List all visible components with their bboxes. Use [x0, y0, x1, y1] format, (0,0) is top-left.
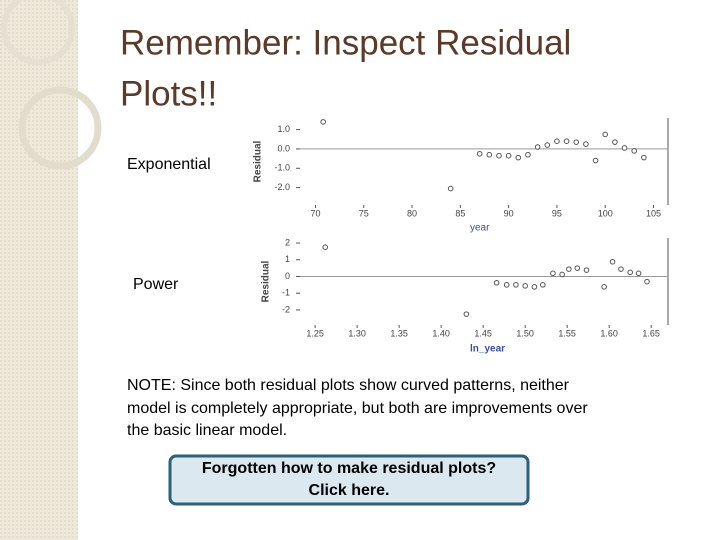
- y-axis-label: Residual: [253, 140, 264, 182]
- point: [463, 311, 470, 317]
- point: [447, 185, 454, 192]
- point: [503, 282, 510, 288]
- title: Plots!!: [120, 74, 217, 113]
- point: [320, 119, 326, 125]
- point: [522, 283, 528, 289]
- x-tick-label: 1.55: [558, 328, 576, 338]
- decor-circle: [1, 0, 75, 65]
- y-tick-label: 1: [285, 254, 290, 264]
- x-tick-label: 75: [359, 208, 369, 218]
- x-tick-label: 90: [504, 208, 514, 218]
- x-tick-label: 1.25: [306, 328, 324, 338]
- point: [635, 270, 642, 277]
- point: [563, 138, 570, 144]
- point: [612, 139, 618, 145]
- point: [583, 141, 589, 147]
- y-tick-label: 0: [285, 271, 290, 281]
- point: [534, 144, 541, 150]
- y-tick-label: -1.0: [274, 163, 290, 173]
- x-tick-label: 85: [455, 208, 465, 218]
- x-tick-label: 1.65: [642, 328, 660, 338]
- point: [486, 151, 493, 158]
- point: [476, 150, 483, 157]
- x-axis-label: year: [470, 223, 490, 234]
- decor-circle: [18, 86, 102, 170]
- note: model is completely appropriate, but bot…: [127, 400, 588, 417]
- note: NOTE: Since both residual plots show cur…: [127, 377, 570, 394]
- button[interactable]: Forgotten how to make residual plots? Cl…: [168, 454, 530, 506]
- button-text[interactable]: Click here.: [309, 482, 390, 499]
- side-strip: [0, 0, 78, 540]
- x-tick-label: 1.30: [348, 328, 366, 338]
- x-tick-label: 1.45: [474, 328, 492, 338]
- x-tick-label: 1.50: [516, 328, 534, 338]
- point: [550, 270, 556, 277]
- point: [602, 131, 609, 138]
- point: [531, 284, 538, 290]
- x-tick-label: 80: [407, 208, 417, 218]
- y-tick-label: 0.0: [277, 143, 290, 153]
- point: [609, 258, 616, 265]
- point: [592, 157, 599, 164]
- point: [573, 139, 580, 145]
- y-tick-label: -1: [282, 288, 290, 298]
- x-tick-label: 1.40: [432, 328, 450, 338]
- point: [525, 151, 531, 158]
- point: [621, 145, 628, 151]
- point: [554, 138, 560, 144]
- x-tick-label: 100: [598, 208, 613, 218]
- point: [641, 154, 647, 161]
- button-box[interactable]: [168, 454, 530, 506]
- point: [540, 282, 546, 288]
- point: [493, 279, 500, 286]
- model-label: Exponential: [127, 156, 211, 173]
- x-tick-label: 105: [646, 208, 661, 218]
- point: [496, 152, 502, 159]
- y-tick-label: -2.0: [274, 182, 290, 192]
- x-tick-label: 70: [310, 208, 320, 218]
- model-label: Power: [133, 276, 179, 293]
- y-tick-label: 2: [285, 237, 290, 247]
- point: [618, 266, 624, 272]
- point: [515, 154, 522, 161]
- point: [559, 271, 565, 278]
- point: [574, 265, 581, 271]
- y-tick-label: 1.0: [277, 124, 290, 134]
- point: [322, 244, 329, 251]
- point: [583, 267, 590, 273]
- point: [544, 142, 551, 148]
- point: [631, 148, 637, 154]
- x-tick-label: 95: [552, 208, 562, 218]
- button-text[interactable]: Forgotten how to make residual plots?: [202, 460, 496, 477]
- x-tick-label: 1.60: [600, 328, 618, 338]
- y-tick-label: -2: [282, 304, 290, 314]
- point: [566, 266, 572, 272]
- point: [601, 284, 607, 290]
- point: [627, 269, 633, 276]
- note: the basic linear model.: [127, 422, 287, 439]
- point: [505, 152, 512, 159]
- x-tick-label: 1.35: [390, 328, 408, 338]
- title: Remember: Inspect Residual: [120, 23, 571, 62]
- y-axis-label: Residual: [261, 260, 272, 302]
- point: [513, 282, 519, 288]
- point: [644, 278, 650, 285]
- x-axis-label: ln_year: [470, 344, 505, 355]
